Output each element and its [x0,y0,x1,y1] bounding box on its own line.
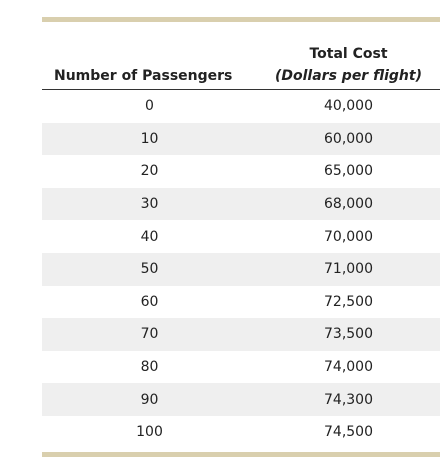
table-row: 30 68,000 [42,187,440,221]
header-row-2: Number of Passengers (Dollars per flight… [42,62,440,90]
table-row: 70 73,500 [42,318,440,351]
passengers-cell: 0 [145,98,154,115]
table-row: 60 72,500 [42,286,440,319]
header-number-of-passengers: Number of Passengers [42,62,257,90]
table-row: 20 65,000 [42,155,440,188]
passengers-cell: 30 [42,187,257,221]
cost-cell: 74,500 [324,424,373,441]
cost-cell: 72,500 [324,293,373,310]
table-row: 50 71,000 [42,252,440,286]
cost-table: Total Cost Number of Passengers (Dollars… [42,22,440,449]
table-row: 40 70,000 [42,220,440,253]
table-bottom-rule [42,452,440,457]
table-row: 90 74,300 [42,383,440,416]
table-top-rule [42,17,440,22]
cost-cell: 60,000 [257,122,440,156]
passengers-cell: 10 [42,122,257,156]
header-row-1: Total Cost [42,22,440,62]
passengers-cell: 70 [42,318,257,351]
cost-cell: 68,000 [257,187,440,221]
passengers-cell: 60 [140,293,159,310]
passengers-cell: 80 [140,359,159,376]
cost-cell: 65,000 [324,163,373,180]
cost-cell: 74,000 [324,359,373,376]
header-cost-unit: (Dollars per flight) [257,62,440,90]
passengers-cell: 90 [42,383,257,416]
passengers-cell: 40 [140,228,159,245]
header-blank-cell [42,22,257,62]
passengers-cell: 20 [140,163,159,180]
cost-cell: 71,000 [257,252,440,286]
header-total-cost: Total Cost [309,46,388,62]
table-row: 0 40,000 [42,90,440,123]
cost-cell: 40,000 [324,98,373,115]
cost-table-container: Total Cost Number of Passengers (Dollars… [42,17,440,457]
table-row: 10 60,000 [42,122,440,156]
passengers-cell: 100 [136,424,163,441]
table-row: 100 74,500 [42,416,440,449]
cost-cell: 74,300 [257,383,440,416]
passengers-cell: 50 [42,252,257,286]
cost-cell: 70,000 [324,228,373,245]
table-row: 80 74,000 [42,351,440,384]
cost-cell: 73,500 [257,318,440,351]
